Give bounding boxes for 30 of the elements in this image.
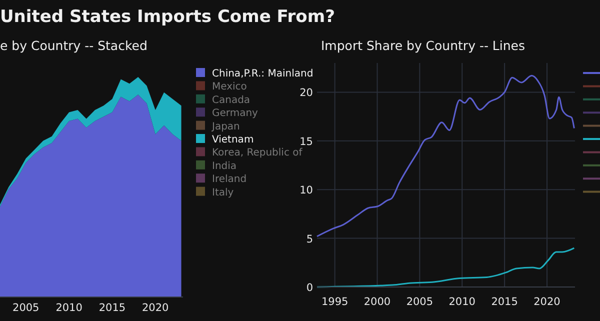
x-tick-label: 2005 (406, 296, 434, 308)
legend-label: Canada (212, 94, 250, 106)
legend-label: Korea, Republic of (212, 148, 303, 159)
y-tick-label: 20 (300, 87, 313, 100)
line-series (316, 247, 575, 288)
legend-label: Japan (211, 121, 240, 132)
y-tick-label: 0 (306, 282, 313, 294)
chart-title: Import Share by Country -- Lines (321, 38, 525, 53)
y-tick-label: 15 (300, 136, 313, 148)
x-tick-label: 1995 (321, 296, 348, 308)
legend-label: Germany (212, 108, 258, 120)
legend-label: India (212, 160, 237, 172)
legend-label: Italy (212, 187, 234, 198)
y-tick-label: 5 (306, 233, 313, 246)
x-tick-label: 2010 (448, 296, 476, 308)
line-series (316, 74, 575, 238)
x-tick-label: 2000 (364, 296, 391, 308)
chart-title: United States Imports Come From? (0, 7, 335, 27)
x-tick-label: 2015 (98, 302, 126, 314)
x-tick-label: 2015 (491, 296, 518, 308)
y-tick-label: 10 (300, 184, 313, 197)
legend-label: Mexico (212, 82, 247, 93)
legend-label: Vietnam (212, 134, 254, 146)
chart-subtitle: e by Country -- Stacked (0, 38, 148, 53)
x-tick-label: 2005 (12, 302, 40, 314)
x-tick-label: 2010 (56, 302, 82, 314)
legend-label: Ireland (212, 174, 247, 186)
x-tick-label: 2020 (142, 302, 169, 314)
x-tick-label: 2020 (534, 296, 560, 308)
legend-label: China,P.R.: Mainland (212, 68, 314, 80)
